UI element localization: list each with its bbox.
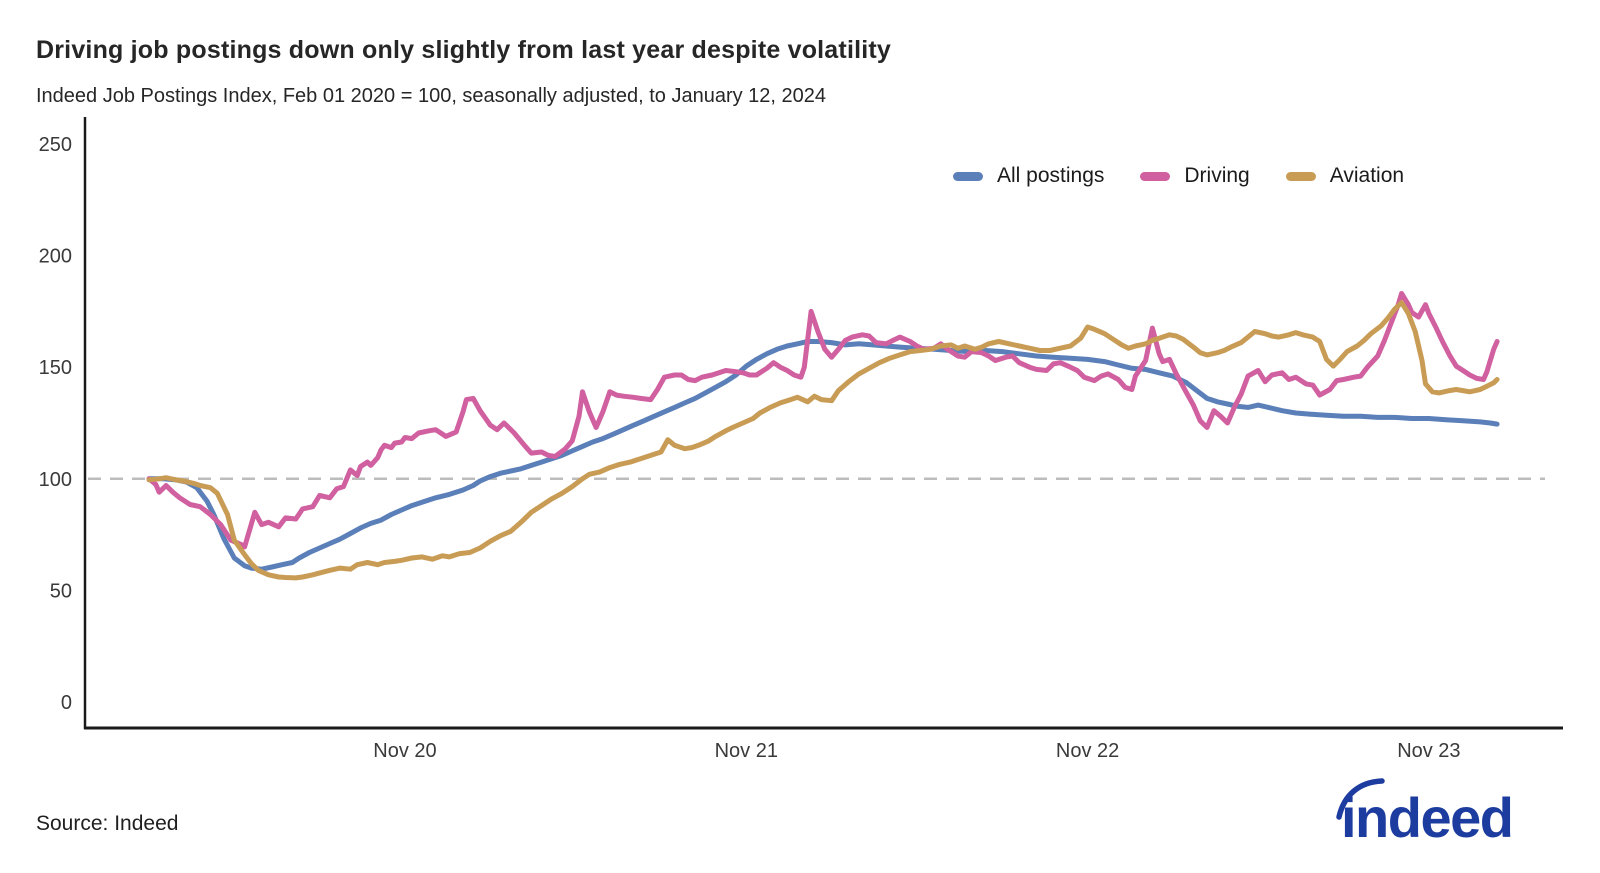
series-line-driving (146, 291, 1500, 550)
legend-swatch (1140, 171, 1171, 181)
legend-label: Driving (1184, 164, 1250, 187)
chart-subtitle: Indeed Job Postings Index, Feb 01 2020 =… (36, 85, 827, 107)
chart-title: Driving job postings down only slightly … (36, 36, 892, 64)
legend-item-all-postings: All postings (953, 164, 1104, 188)
y-tick-label: 50 (50, 580, 72, 602)
legend-swatch (953, 171, 983, 181)
x-tick-label: Nov 21 (715, 740, 778, 762)
source-note: Source: Indeed (36, 812, 179, 835)
y-tick-label: 250 (39, 134, 72, 156)
y-tick-label: 200 (39, 246, 72, 268)
series-line-all-postings (146, 339, 1500, 572)
legend-swatch (1285, 171, 1316, 181)
legend-item-aviation: Aviation (1285, 164, 1405, 188)
x-tick-label: Nov 20 (373, 740, 436, 762)
x-tick-label: Nov 23 (1397, 740, 1460, 762)
indeed-logo: indeed (1336, 778, 1514, 847)
legend-label: All postings (997, 164, 1105, 187)
indeed-logo-arc (1336, 778, 1385, 820)
x-tick-label: Nov 22 (1056, 740, 1119, 762)
y-tick-label: 150 (39, 357, 72, 379)
indeed-logo-text: indeed (1341, 786, 1512, 847)
y-tick-label: 0 (61, 692, 72, 714)
y-tick-label: 100 (39, 469, 72, 491)
legend: All postings Driving Aviation (953, 164, 1404, 188)
legend-label: Aviation (1329, 164, 1405, 187)
legend-item-driving: Driving (1140, 164, 1250, 188)
series-line-aviation (146, 300, 1500, 581)
